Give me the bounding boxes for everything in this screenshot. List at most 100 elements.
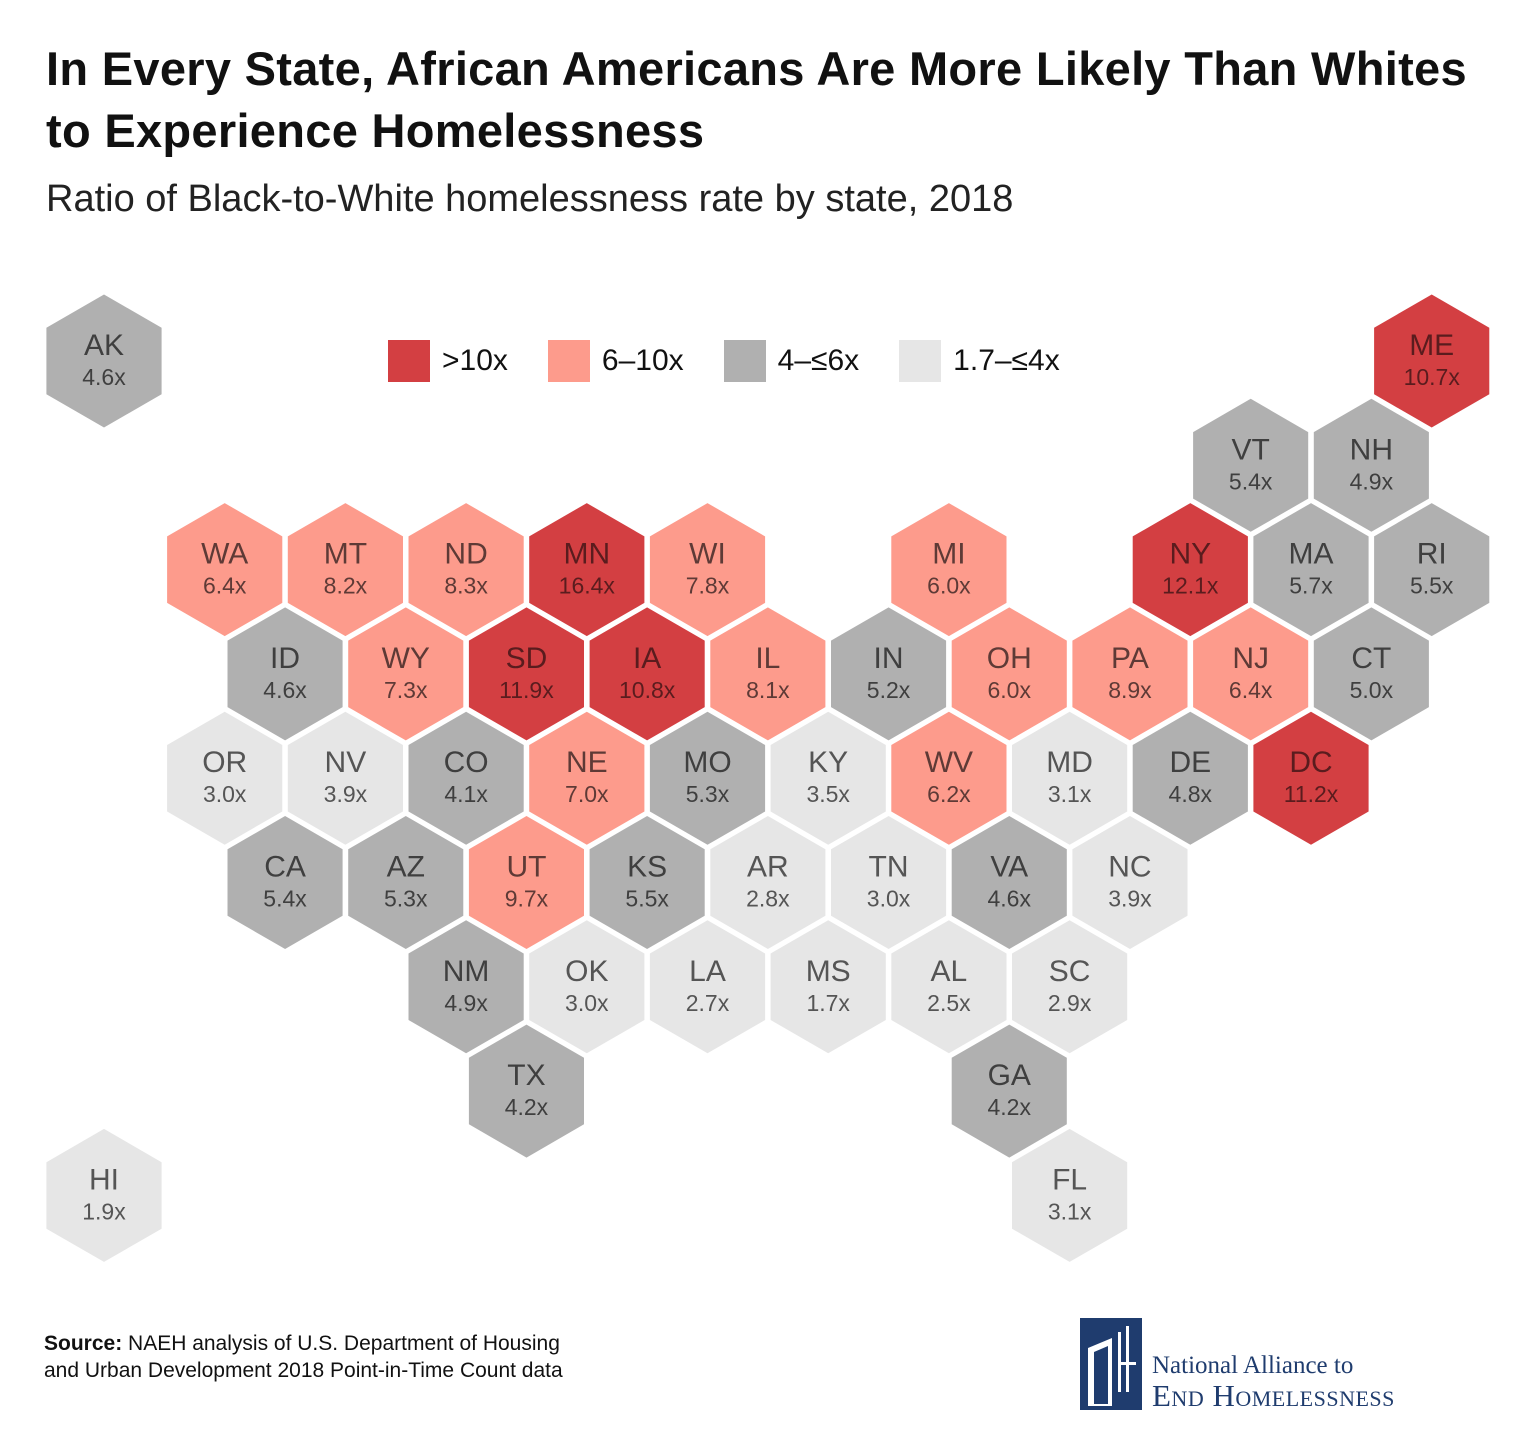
state-abbr: MI bbox=[932, 538, 965, 571]
chart-title: In Every State, African Americans Are Mo… bbox=[46, 42, 1467, 157]
state-abbr: ID bbox=[270, 642, 300, 675]
state-ratio: 8.2x bbox=[324, 573, 368, 599]
state-ratio: 3.0x bbox=[565, 990, 609, 1016]
state-abbr: WV bbox=[925, 746, 973, 779]
state-hex-in: IN5.2x bbox=[831, 607, 947, 741]
state-ratio: 7.0x bbox=[565, 781, 609, 807]
state-hex-ma: MA5.7x bbox=[1253, 503, 1369, 637]
state-ratio: 6.0x bbox=[988, 677, 1032, 703]
state-abbr: FL bbox=[1052, 1163, 1087, 1196]
state-abbr: IA bbox=[633, 642, 661, 675]
state-ratio: 1.7x bbox=[806, 990, 850, 1016]
state-hex-mt: MT8.2x bbox=[287, 503, 403, 637]
state-ratio: 2.9x bbox=[1048, 990, 1092, 1016]
legend-item-gt10: >10x bbox=[388, 340, 508, 382]
state-ratio: 6.0x bbox=[927, 573, 971, 599]
legend-item-4to6: 4–≤6x bbox=[723, 340, 859, 382]
hex-tile bbox=[1253, 711, 1369, 845]
state-ratio: 6.4x bbox=[1229, 677, 1273, 703]
state-hex-nm: NM4.9x bbox=[408, 920, 524, 1054]
state-hex-ak: AK4.6x bbox=[46, 294, 162, 428]
hex-tile bbox=[951, 607, 1067, 741]
state-ratio: 3.1x bbox=[1048, 781, 1092, 807]
state-hex-ok: OK3.0x bbox=[529, 920, 645, 1054]
legend: >10x 6–10x 4–≤6x 1.7–≤4x bbox=[388, 340, 1100, 382]
state-ratio: 4.2x bbox=[505, 1094, 549, 1120]
hex-tile bbox=[408, 503, 524, 637]
state-ratio: 7.8x bbox=[686, 573, 730, 599]
source-text: NAEH analysis of U.S. Department of Hous… bbox=[44, 1332, 563, 1382]
state-abbr: ND bbox=[444, 538, 487, 571]
state-ratio: 10.7x bbox=[1404, 364, 1461, 390]
state-hex-fl: FL3.1x bbox=[1012, 1128, 1128, 1262]
state-abbr: MA bbox=[1289, 538, 1334, 571]
state-abbr: NE bbox=[566, 746, 608, 779]
state-hex-sc: SC2.9x bbox=[1012, 920, 1128, 1054]
legend-swatch bbox=[899, 340, 942, 382]
state-hex-nc: NC3.9x bbox=[1072, 816, 1188, 949]
state-ratio: 5.5x bbox=[625, 886, 669, 912]
state-ratio: 4.2x bbox=[988, 1094, 1032, 1120]
state-hex-wi: WI7.8x bbox=[649, 503, 766, 637]
state-abbr: MS bbox=[806, 955, 851, 988]
state-ratio: 5.7x bbox=[1289, 573, 1333, 599]
state-abbr: AZ bbox=[387, 851, 425, 884]
hex-tile bbox=[891, 920, 1007, 1054]
state-hex-ks: KS5.5x bbox=[589, 816, 705, 949]
hex-tile bbox=[649, 920, 766, 1054]
state-hex-az: AZ5.3x bbox=[348, 816, 464, 949]
hex-tile bbox=[951, 816, 1067, 949]
hex-tile bbox=[1374, 294, 1490, 428]
state-hex-il: IL8.1x bbox=[710, 607, 826, 741]
state-hex-id: ID4.6x bbox=[227, 607, 343, 741]
state-abbr: MN bbox=[563, 538, 610, 571]
state-ratio: 3.9x bbox=[324, 781, 368, 807]
building-logo-icon bbox=[1080, 1318, 1142, 1410]
state-ratio: 4.6x bbox=[263, 677, 307, 703]
state-abbr: PA bbox=[1111, 642, 1149, 675]
hex-tile bbox=[1193, 607, 1309, 741]
state-hex-or: OR3.0x bbox=[167, 711, 283, 845]
state-hex-ct: CT5.0x bbox=[1313, 607, 1429, 741]
hex-tile bbox=[167, 503, 283, 637]
hex-tile bbox=[468, 816, 584, 949]
state-hex-ms: MS1.7x bbox=[770, 920, 886, 1054]
hex-tile bbox=[649, 503, 766, 637]
legend-item-1.7to4: 1.7–≤4x bbox=[899, 340, 1060, 382]
state-ratio: 3.0x bbox=[867, 886, 911, 912]
state-hex-la: LA2.7x bbox=[649, 920, 766, 1054]
hex-tile bbox=[408, 711, 524, 845]
state-abbr: IL bbox=[755, 642, 780, 675]
hex-tile bbox=[649, 711, 766, 845]
state-abbr: AL bbox=[931, 955, 968, 988]
source-note: Source: NAEH analysis of U.S. Department… bbox=[44, 1330, 574, 1384]
hex-tile bbox=[287, 711, 403, 845]
state-ratio: 8.1x bbox=[746, 677, 790, 703]
state-ratio: 5.4x bbox=[1229, 468, 1273, 494]
state-hex-co: CO4.1x bbox=[408, 711, 524, 845]
state-hex-pa: PA8.9x bbox=[1072, 607, 1188, 741]
state-hex-wv: WV6.2x bbox=[891, 711, 1007, 845]
hex-tile bbox=[770, 920, 886, 1054]
state-ratio: 10.8x bbox=[619, 677, 676, 703]
hex-tile bbox=[348, 607, 464, 741]
state-ratio: 2.7x bbox=[686, 990, 730, 1016]
state-hex-va: VA4.6x bbox=[951, 816, 1067, 949]
state-hex-ar: AR2.8x bbox=[710, 816, 826, 949]
hex-tile bbox=[1253, 503, 1369, 637]
state-abbr: NH bbox=[1350, 433, 1393, 466]
state-ratio: 6.4x bbox=[203, 573, 247, 599]
state-hex-nd: ND8.3x bbox=[408, 503, 524, 637]
state-ratio: 5.0x bbox=[1350, 677, 1394, 703]
state-abbr: CO bbox=[444, 746, 489, 779]
state-hex-ky: KY3.5x bbox=[770, 711, 886, 845]
state-hex-ri: RI5.5x bbox=[1374, 503, 1490, 637]
state-abbr: WY bbox=[382, 642, 430, 675]
state-ratio: 5.3x bbox=[686, 781, 730, 807]
state-abbr: MD bbox=[1046, 746, 1093, 779]
state-ratio: 2.8x bbox=[746, 886, 790, 912]
